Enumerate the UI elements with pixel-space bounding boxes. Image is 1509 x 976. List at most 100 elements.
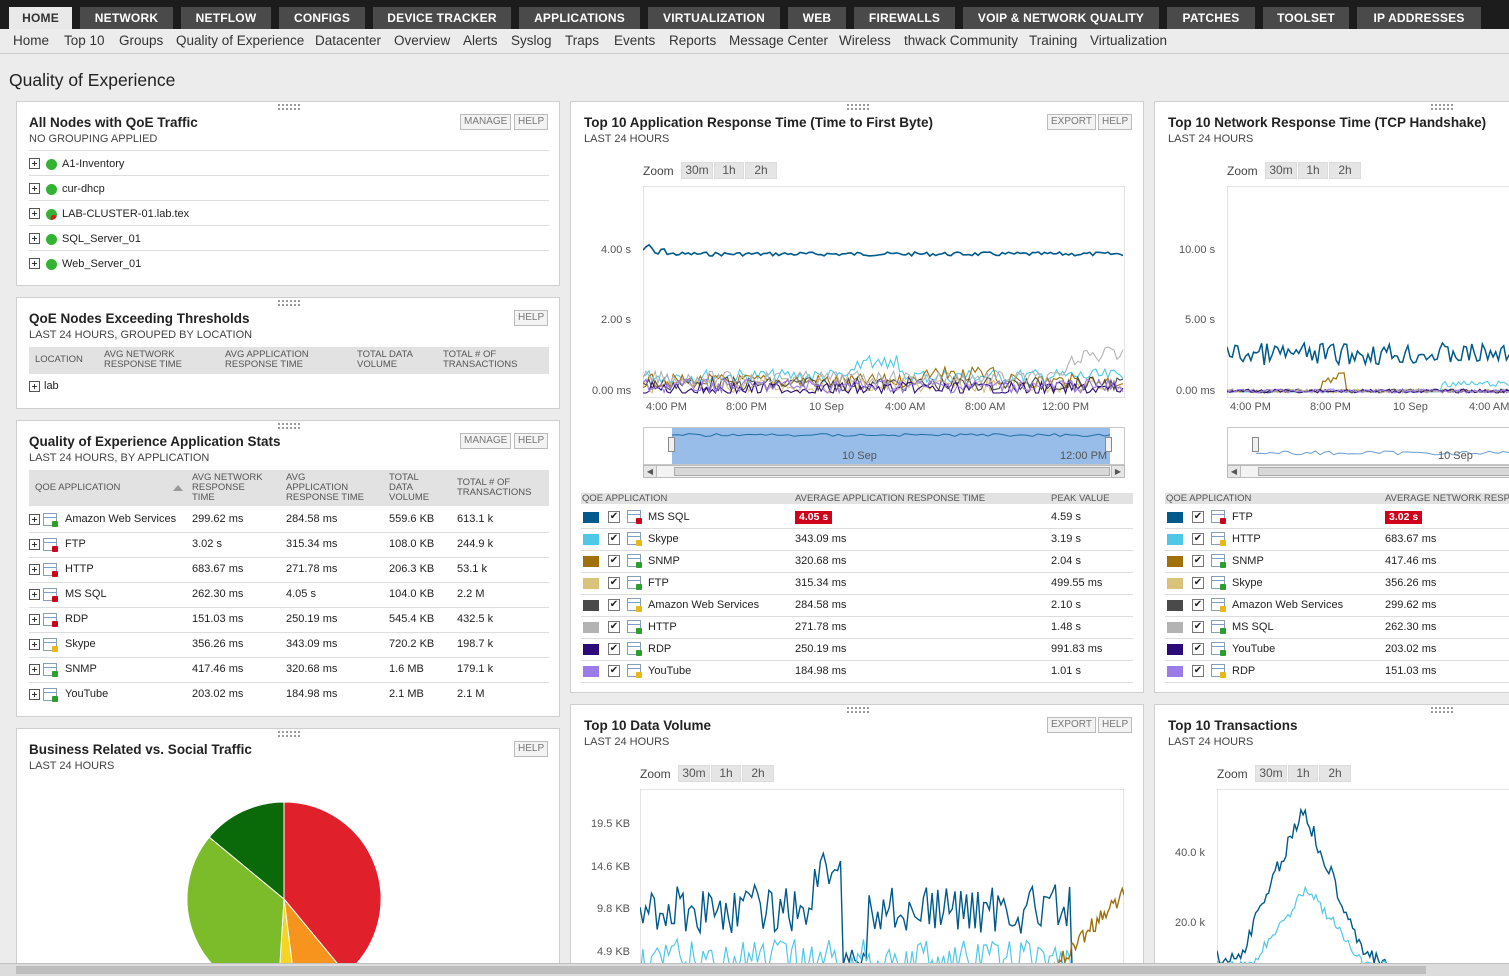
tab-network[interactable]: NETWORK (80, 7, 173, 29)
subnav-groups[interactable]: Groups (119, 33, 164, 48)
zoom-30m-button[interactable]: 30m (678, 765, 710, 782)
subnav-top10[interactable]: Top 10 (64, 33, 105, 48)
tab-web[interactable]: WEB (788, 7, 846, 29)
series-checkbox[interactable]: ✔ (608, 621, 620, 633)
expand-icon[interactable] (29, 614, 40, 625)
business-social-pie-chart[interactable] (174, 789, 394, 968)
application-name[interactable]: Skype (65, 638, 96, 650)
subnav-thwack[interactable]: thwack Community (904, 33, 1019, 48)
location-name[interactable]: lab (44, 380, 59, 392)
tab-netflow[interactable]: NETFLOW (181, 7, 271, 29)
application-name[interactable]: YouTube (1232, 643, 1276, 655)
node-name[interactable]: SQL_Server_01 (62, 233, 141, 245)
col-avg-app[interactable]: AVG APPLICATION RESPONSE TIME (225, 349, 309, 370)
expand-icon[interactable] (29, 639, 40, 650)
navigator-scrollbar[interactable]: ◀ (1227, 465, 1509, 478)
application-name[interactable]: MS SQL (1232, 621, 1274, 633)
col-avg-net[interactable]: AVG NETWORK RESPONSE TIME (104, 349, 182, 370)
series-checkbox[interactable]: ✔ (1192, 665, 1204, 677)
application-name[interactable]: Amazon Web Services (65, 513, 177, 525)
col-total-trans[interactable]: TOTAL # OF TRANSACTIONS (443, 349, 518, 370)
col-total-trans[interactable]: TOTAL # OF TRANSACTIONS (457, 477, 532, 498)
tab-voip[interactable]: VOIP & NETWORK QUALITY (963, 7, 1159, 29)
range-navigator[interactable]: 10 Sep (1227, 427, 1509, 465)
subnav-reports[interactable]: Reports (669, 33, 717, 48)
application-name[interactable]: RDP (648, 643, 672, 655)
app-response-chart[interactable] (643, 186, 1125, 398)
series-checkbox[interactable]: ✔ (1192, 621, 1204, 633)
series-checkbox[interactable]: ✔ (608, 511, 620, 523)
expand-icon[interactable] (29, 233, 40, 244)
tab-firewalls[interactable]: FIREWALLS (854, 7, 955, 29)
subnav-qoe[interactable]: Quality of Experience (176, 33, 305, 48)
expand-icon[interactable] (29, 183, 40, 194)
subnav-wireless[interactable]: Wireless (839, 33, 891, 48)
expand-icon[interactable] (29, 381, 40, 392)
subnav-alerts[interactable]: Alerts (463, 33, 498, 48)
pie-slice[interactable] (283, 897, 346, 968)
zoom-2h-button[interactable]: 2h (1329, 162, 1361, 179)
tab-patches[interactable]: PATCHES (1167, 7, 1255, 29)
application-name[interactable]: RDP (1232, 665, 1256, 677)
export-button[interactable]: EXPORT (1047, 717, 1096, 733)
series-checkbox[interactable]: ✔ (608, 643, 620, 655)
zoom-1h-button[interactable]: 1h (1298, 162, 1328, 179)
zoom-2h-button[interactable]: 2h (1319, 765, 1351, 782)
series-checkbox[interactable]: ✔ (608, 577, 620, 589)
zoom-1h-button[interactable]: 1h (714, 162, 744, 179)
subnav-syslog[interactable]: Syslog (511, 33, 552, 48)
series-checkbox[interactable]: ✔ (608, 555, 620, 567)
subnav-virtualization[interactable]: Virtualization (1090, 33, 1168, 48)
pie-slice[interactable] (186, 836, 285, 968)
application-name[interactable]: YouTube (648, 665, 692, 677)
application-name[interactable]: Amazon Web Services (1232, 599, 1344, 611)
tab-configs[interactable]: CONFIGS (279, 7, 365, 29)
application-name[interactable]: SNMP (65, 663, 97, 675)
zoom-30m-button[interactable]: 30m (681, 162, 713, 179)
expand-icon[interactable] (29, 689, 40, 700)
subnav-message-center[interactable]: Message Center (729, 33, 829, 48)
node-name[interactable]: cur-dhcp (62, 183, 105, 195)
col-qoe-app[interactable]: QOE APPLICATION (35, 482, 121, 493)
col-location[interactable]: LOCATION (35, 354, 83, 365)
series-checkbox[interactable]: ✔ (1192, 511, 1204, 523)
scroll-thumb[interactable] (16, 966, 1426, 974)
drag-handle[interactable] (278, 423, 300, 429)
application-name[interactable]: MS SQL (65, 588, 107, 600)
export-button[interactable]: EXPORT (1047, 114, 1096, 130)
expand-icon[interactable] (29, 564, 40, 575)
drag-handle[interactable] (278, 731, 300, 737)
manage-button[interactable]: MANAGE (460, 433, 512, 449)
application-name[interactable]: FTP (648, 577, 669, 589)
series-checkbox[interactable]: ✔ (608, 533, 620, 545)
col-avg-app[interactable]: AVG APPLICATION RESPONSE TIME (286, 472, 364, 503)
pie-slice[interactable] (283, 801, 382, 968)
application-name[interactable]: MS SQL (648, 511, 690, 523)
series-checkbox[interactable]: ✔ (1192, 533, 1204, 545)
navigator-right-handle[interactable] (1105, 437, 1112, 452)
subnav-traps[interactable]: Traps (565, 33, 600, 48)
manage-button[interactable]: MANAGE (460, 114, 512, 130)
subnav-home[interactable]: Home (13, 33, 50, 48)
tab-home[interactable]: HOME (9, 7, 72, 29)
drag-handle[interactable] (847, 707, 869, 713)
tab-device-tracker[interactable]: DEVICE TRACKER (373, 7, 511, 29)
transactions-chart[interactable] (1217, 789, 1509, 968)
sort-asc-icon[interactable] (173, 485, 183, 491)
help-button[interactable]: HELP (514, 433, 549, 449)
navigator-scrollbar[interactable]: ◀ ▶ (643, 465, 1125, 478)
node-name[interactable]: Web_Server_01 (62, 258, 142, 270)
application-name[interactable]: HTTP (65, 563, 94, 575)
zoom-1h-button[interactable]: 1h (1288, 765, 1318, 782)
col-total-data[interactable]: TOTAL DATA VOLUME (357, 349, 413, 370)
help-button[interactable]: HELP (1098, 114, 1133, 130)
range-navigator[interactable]: 10 Sep 12:00 PM (643, 427, 1125, 465)
tab-ip-addresses[interactable]: IP ADDRESSES (1357, 7, 1481, 29)
expand-icon[interactable] (29, 514, 40, 525)
drag-handle[interactable] (278, 300, 300, 306)
series-checkbox[interactable]: ✔ (608, 599, 620, 611)
col-total-data[interactable]: TOTAL DATA VOLUME (389, 472, 430, 503)
help-button[interactable]: HELP (514, 310, 549, 326)
expand-icon[interactable] (29, 258, 40, 269)
zoom-2h-button[interactable]: 2h (742, 765, 774, 782)
